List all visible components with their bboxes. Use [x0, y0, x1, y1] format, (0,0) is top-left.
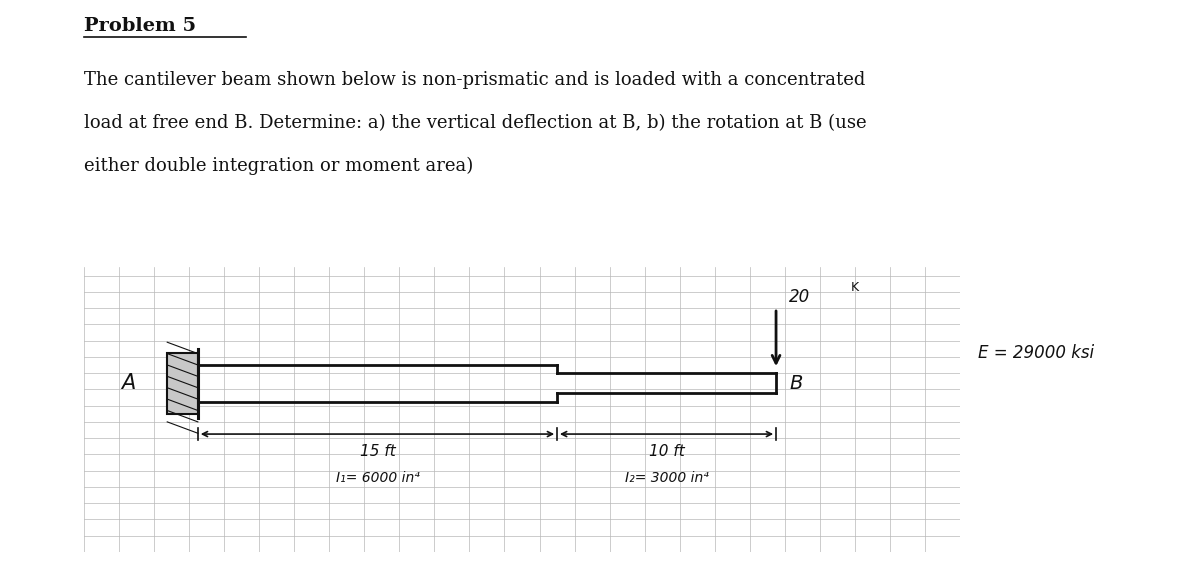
Text: I₂= 3000 in⁴: I₂= 3000 in⁴ — [625, 471, 708, 485]
Text: 15 ft: 15 ft — [360, 444, 395, 459]
Text: 20: 20 — [790, 288, 810, 306]
Bar — [167, 353, 198, 414]
Text: Problem 5: Problem 5 — [84, 17, 196, 35]
Text: A: A — [121, 373, 134, 393]
Text: I₁= 6000 in⁴: I₁= 6000 in⁴ — [336, 471, 419, 485]
Text: B: B — [790, 374, 803, 393]
Text: load at free end B. Determine: a) the vertical deflection at B, b) the rotation : load at free end B. Determine: a) the ve… — [84, 114, 866, 132]
Text: The cantilever beam shown below is non-prismatic and is loaded with a concentrat: The cantilever beam shown below is non-p… — [84, 71, 865, 89]
Text: E = 29000 ksi: E = 29000 ksi — [978, 344, 1094, 362]
Text: K: K — [851, 281, 859, 294]
Text: 10 ft: 10 ft — [649, 444, 684, 459]
Text: either double integration or moment area): either double integration or moment area… — [84, 156, 473, 175]
